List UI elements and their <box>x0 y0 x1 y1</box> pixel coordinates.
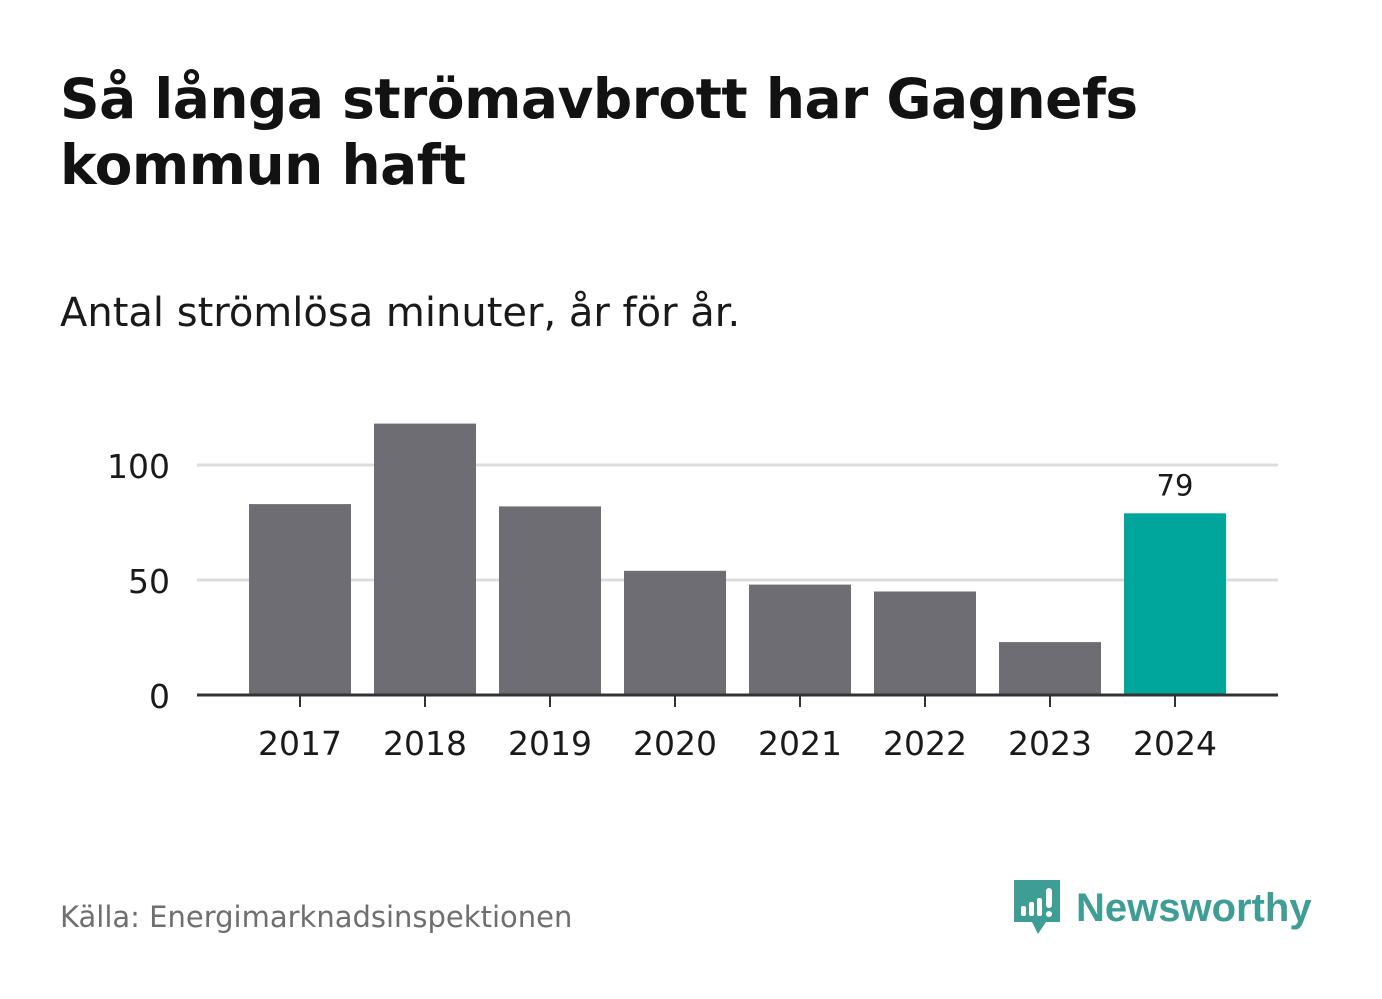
y-tick-label: 0 <box>149 677 170 716</box>
chart-subtitle: Antal strömlösa minuter, år för år. <box>60 290 741 336</box>
y-tick-label: 50 <box>128 562 170 601</box>
bar-2021 <box>749 584 851 695</box>
data-label: 79 <box>1157 468 1194 502</box>
brand-name: Newsworthy <box>1076 885 1312 930</box>
x-tick-label: 2021 <box>758 724 842 763</box>
chart-title: Så långa strömavbrott har Gagnefs kommun… <box>60 67 1138 197</box>
x-tick-label: 2019 <box>508 724 592 763</box>
y-tick-label: 100 <box>107 447 170 486</box>
gridlines <box>197 463 1278 582</box>
bar-2019 <box>499 506 601 695</box>
source-note: Källa: Energimarknadsinspektionen <box>60 900 573 934</box>
x-tick-label: 2018 <box>383 724 467 763</box>
data-labels: 79 <box>1157 468 1194 502</box>
bar-2023 <box>999 642 1101 695</box>
newsworthy-logo-icon <box>1014 880 1060 934</box>
bar-2020 <box>624 570 726 695</box>
x-tick-label: 2024 <box>1133 724 1217 763</box>
x-tick-label: 2023 <box>1008 724 1092 763</box>
x-tick-label: 2022 <box>883 724 967 763</box>
x-tick-label: 2020 <box>633 724 717 763</box>
brand: Newsworthy <box>1010 876 1312 940</box>
bar-2017 <box>249 504 351 695</box>
bars <box>249 423 1226 695</box>
bar-2018 <box>374 423 476 695</box>
x-tick-label: 2017 <box>258 724 342 763</box>
bar-2022 <box>874 591 976 695</box>
x-axis-ticks: 2017 2018 2019 2020 2021 2022 2023 2024 <box>258 695 1217 763</box>
bar-2024 <box>1124 513 1226 695</box>
y-axis-ticks: 0 50 100 <box>107 447 170 716</box>
